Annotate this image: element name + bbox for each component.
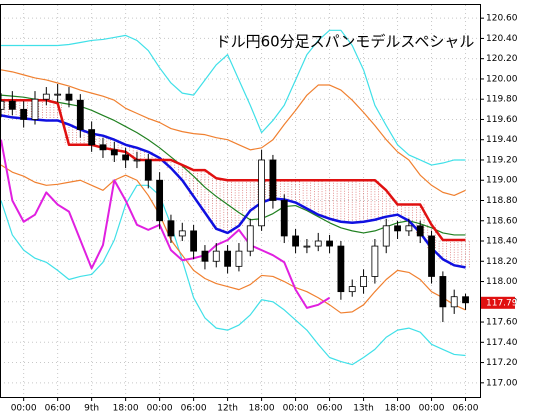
- candle-body: [416, 225, 424, 237]
- candle-body: [360, 276, 367, 287]
- candle-body: [156, 179, 164, 222]
- y-tick-label: 117.40: [486, 338, 518, 348]
- y-tick-label: 117.00: [486, 378, 518, 388]
- candle-body: [450, 296, 458, 308]
- candle-body: [246, 225, 254, 252]
- candle-body: [371, 245, 379, 277]
- candle-body: [201, 250, 209, 262]
- candle-body: [8, 100, 16, 110]
- x-tick-label: 18:00: [113, 404, 139, 414]
- candle-body: [133, 159, 141, 162]
- y-tick-label: 119.80: [486, 95, 518, 105]
- indicator-line: [1, 29, 466, 166]
- candle-body: [439, 276, 447, 308]
- y-tick-label: 120.60: [486, 14, 518, 24]
- candle-body: [326, 240, 333, 247]
- candle-body: [65, 93, 73, 101]
- indicator-line: [0, 139, 331, 309]
- current-price-box: [481, 296, 515, 309]
- candle-body: [190, 230, 198, 252]
- x-tick-label: 06:00: [181, 404, 207, 414]
- indicator-line: [0, 184, 466, 366]
- candle-body: [42, 93, 50, 100]
- candle-body: [382, 225, 390, 247]
- candle-body: [54, 93, 62, 96]
- y-tick-label: 120.00: [486, 74, 518, 84]
- candle-body: [314, 240, 322, 247]
- x-tick-label: 13th: [353, 404, 374, 414]
- candle-body: [269, 159, 277, 201]
- candle-body: [303, 245, 311, 248]
- candle-body: [235, 250, 243, 267]
- y-tick-label: 117.60: [486, 318, 518, 328]
- y-tick-label: 119.00: [486, 176, 518, 186]
- y-tick-label: 118.40: [486, 237, 518, 247]
- candle-body: [394, 225, 401, 232]
- candle-body: [212, 250, 220, 262]
- indicator-line: [1, 98, 466, 242]
- y-tick-label: 119.60: [486, 115, 518, 125]
- current-price-label: 117.79: [486, 298, 518, 308]
- candle-body: [337, 245, 345, 293]
- candle-body: [405, 225, 413, 232]
- y-tick-label: 118.20: [486, 257, 518, 267]
- candle-body: [144, 159, 152, 181]
- x-tick-label: 12th: [217, 404, 238, 414]
- y-tick-label: 119.40: [486, 135, 518, 145]
- y-tick-label: 118.00: [486, 277, 518, 287]
- candle-body: [224, 250, 232, 267]
- y-tick-label: 119.20: [486, 155, 518, 165]
- candle-body: [20, 108, 28, 120]
- candle-body: [110, 149, 118, 156]
- x-tick-label: 00:00: [11, 404, 37, 414]
- x-tick-label: 06:00: [45, 404, 71, 414]
- x-tick-label: 9th: [84, 404, 99, 414]
- chart-title: ドル円60分足スパンモデルスペシャル: [216, 33, 475, 51]
- y-tick-label: 118.80: [486, 196, 518, 206]
- candle-body: [348, 286, 356, 293]
- candle-body: [462, 296, 469, 304]
- candle-body: [88, 129, 96, 146]
- candle-body: [31, 98, 39, 120]
- candle-body: [122, 154, 130, 161]
- indicator-line: [0, 164, 466, 314]
- candle-body: [428, 235, 435, 277]
- x-tick-label: 06:00: [453, 404, 479, 414]
- candle-body: [178, 230, 186, 237]
- candle-body: [280, 200, 288, 237]
- y-tick-label: 118.60: [486, 216, 518, 226]
- y-tick-label: 120.20: [486, 54, 518, 64]
- candle-body: [258, 159, 265, 227]
- indicator-line: [0, 69, 466, 197]
- candle-body: [167, 220, 175, 237]
- x-tick-label: 18:00: [385, 404, 411, 414]
- x-tick-label: 00:00: [419, 404, 445, 414]
- y-tick-label: 117.20: [486, 358, 518, 368]
- x-tick-label: 00:00: [147, 404, 173, 414]
- x-tick-label: 18:00: [249, 404, 275, 414]
- y-tick-label: 120.40: [486, 34, 518, 44]
- candle-body: [99, 144, 107, 151]
- x-tick-label: 00:00: [283, 404, 309, 414]
- plot-frame: [0, 4, 481, 398]
- candle-body: [76, 99, 84, 130]
- candle-body: [292, 235, 299, 247]
- x-tick-label: 06:00: [317, 404, 343, 414]
